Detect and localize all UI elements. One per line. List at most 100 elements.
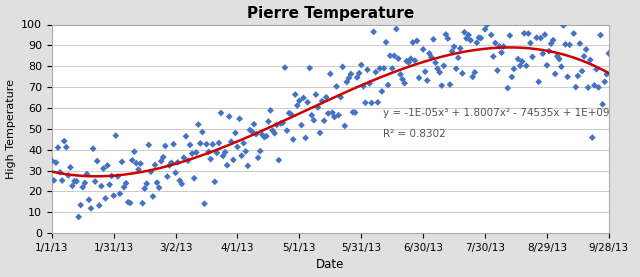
Point xyxy=(216,111,226,115)
Point xyxy=(319,119,329,123)
Point xyxy=(480,27,490,32)
Point xyxy=(431,60,441,65)
Point xyxy=(195,141,205,146)
Point xyxy=(583,85,593,90)
Point xyxy=(372,100,383,105)
Point xyxy=(474,35,484,40)
Point xyxy=(51,160,61,165)
Point xyxy=(261,134,271,138)
Point xyxy=(63,173,74,178)
Point xyxy=(374,66,385,71)
Point xyxy=(500,12,511,16)
Point xyxy=(237,153,247,158)
Point xyxy=(55,170,65,175)
Point xyxy=(524,31,534,36)
Point xyxy=(86,206,96,211)
Y-axis label: High Temperature: High Temperature xyxy=(6,79,15,179)
Point xyxy=(401,59,412,63)
Point xyxy=(571,85,581,89)
Point xyxy=(158,155,168,159)
Point xyxy=(59,139,69,143)
Point xyxy=(67,184,77,188)
Point xyxy=(379,66,389,70)
Point xyxy=(175,178,185,183)
Point xyxy=(598,102,608,107)
Point xyxy=(96,184,106,188)
Point xyxy=(568,31,579,36)
Point xyxy=(556,65,566,69)
Point xyxy=(507,75,517,79)
Point xyxy=(224,114,234,119)
Point xyxy=(577,69,587,73)
Point xyxy=(166,160,177,165)
Point xyxy=(100,196,111,201)
Point xyxy=(575,41,585,46)
Point xyxy=(604,51,614,56)
Point xyxy=(210,179,220,184)
Point xyxy=(212,151,222,155)
Point xyxy=(57,178,67,183)
Point xyxy=(354,71,364,75)
Point xyxy=(511,20,521,25)
X-axis label: Date: Date xyxy=(316,258,344,271)
Point xyxy=(325,72,335,76)
Point xyxy=(585,58,595,62)
Point xyxy=(247,129,257,134)
Point xyxy=(106,174,116,178)
Point xyxy=(327,111,337,115)
Point xyxy=(305,66,315,70)
Point xyxy=(129,150,140,154)
Point xyxy=(529,12,540,16)
Point xyxy=(548,38,558,42)
Point xyxy=(323,111,333,116)
Point xyxy=(581,47,591,52)
Point xyxy=(111,134,121,138)
Point xyxy=(424,51,435,56)
Point xyxy=(381,40,391,45)
Point xyxy=(441,32,451,37)
Point xyxy=(296,123,307,127)
Point xyxy=(385,53,396,58)
Point xyxy=(170,171,180,175)
Point xyxy=(131,161,141,166)
Point xyxy=(499,44,509,49)
Point xyxy=(453,55,463,60)
Point xyxy=(542,63,552,68)
Point xyxy=(298,96,308,100)
Point xyxy=(394,57,404,61)
Point xyxy=(202,142,212,147)
Point xyxy=(150,163,160,167)
Point xyxy=(253,156,263,160)
Point xyxy=(364,81,374,86)
Point xyxy=(127,158,138,163)
Text: y = -1E-05x³ + 1.8007x² - 74535x + 1E+09: y = -1E-05x³ + 1.8007x² - 74535x + 1E+09 xyxy=(383,108,610,118)
Point xyxy=(340,124,350,128)
Point xyxy=(360,101,371,105)
Point xyxy=(356,63,366,67)
Point xyxy=(422,78,433,83)
Point xyxy=(228,158,239,162)
Point xyxy=(461,36,472,41)
Point xyxy=(428,37,438,42)
Point xyxy=(408,40,418,45)
Point xyxy=(488,54,499,59)
Point xyxy=(317,99,327,103)
Point xyxy=(321,95,332,99)
Point xyxy=(263,119,273,124)
Point xyxy=(588,135,598,140)
Point xyxy=(65,165,76,170)
Point xyxy=(513,57,523,61)
Point xyxy=(416,12,426,16)
Point xyxy=(332,84,342,89)
Point xyxy=(433,66,443,71)
Point xyxy=(189,176,199,181)
Point xyxy=(486,33,497,37)
Point xyxy=(573,74,583,78)
Point xyxy=(377,89,387,94)
Point xyxy=(220,150,230,154)
Point xyxy=(362,68,372,72)
Point xyxy=(563,75,573,79)
Point xyxy=(333,113,344,117)
Point xyxy=(257,132,268,137)
Point xyxy=(534,80,544,84)
